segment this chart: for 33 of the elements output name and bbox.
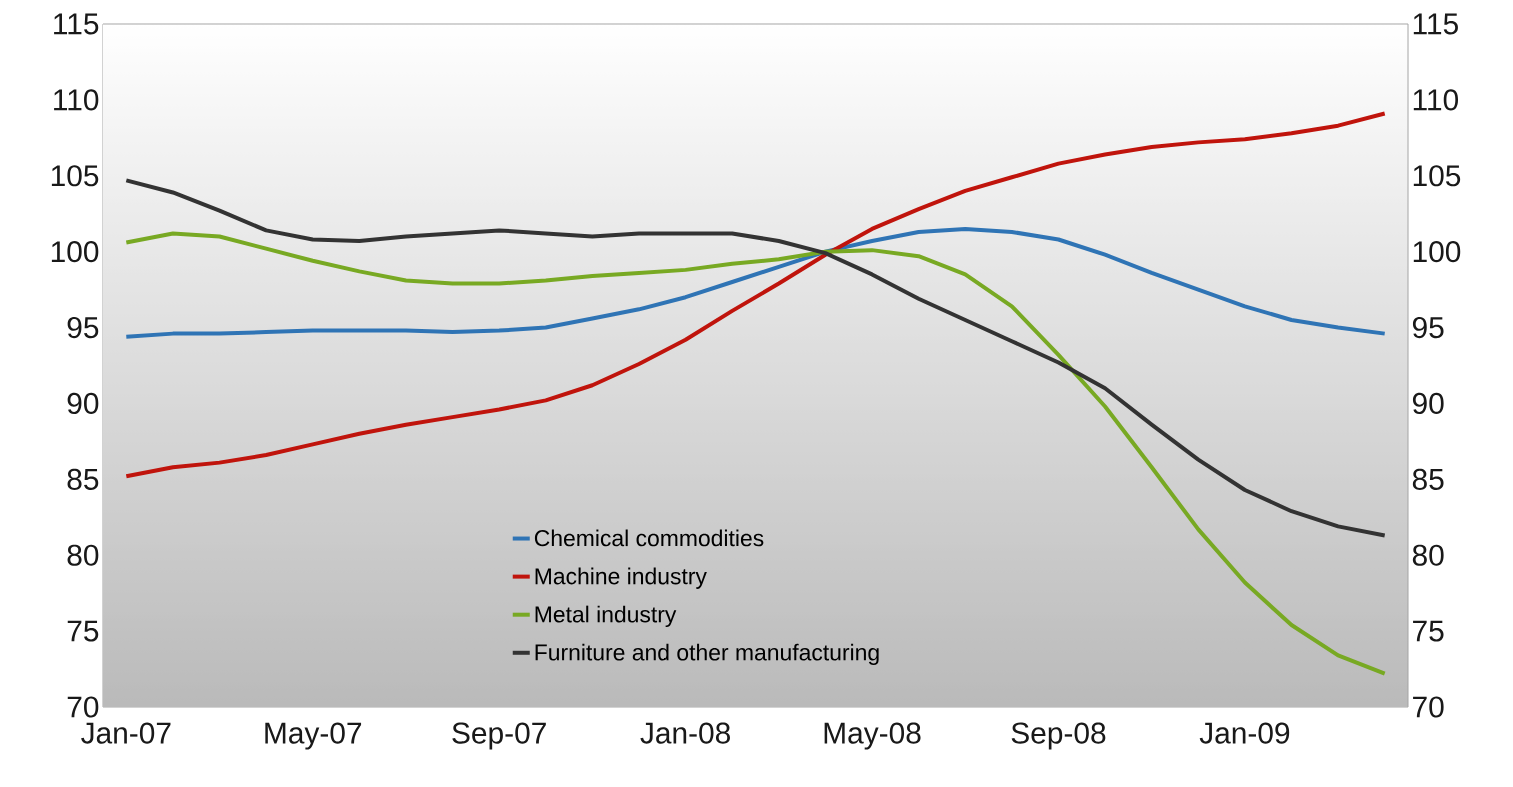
x-tick-label: May-08 (824, 722, 921, 750)
y-tick-label: 95 (67, 316, 99, 339)
x-tick-label: May-07 (265, 722, 362, 750)
y2-tick-label: 105 (1413, 165, 1461, 187)
x-tick-label: Jan-07 (81, 722, 171, 744)
y-tick-label: 100 (51, 241, 99, 263)
y-tick-label: 75 (67, 620, 99, 642)
legend-label: Metal industry (535, 605, 677, 628)
y2-tick-label: 115 (1413, 13, 1458, 35)
y-tick-label: 80 (67, 544, 99, 566)
y-tick-label: 85 (67, 468, 99, 490)
y-tick-label: 110 (54, 89, 99, 111)
y-tick-label: 115 (54, 13, 99, 35)
y2-tick-label: 100 (1413, 241, 1461, 263)
x-tick-label: Jan-08 (640, 722, 730, 744)
y2-tick-label: 80 (1412, 544, 1444, 566)
legend-label: Machine industry (535, 567, 707, 589)
y2-tick-label: 95 (1412, 316, 1444, 339)
x-tick-label: Jan-09 (1199, 722, 1290, 744)
line-series (124, 231, 1387, 676)
legend-label: Chemical commodities (534, 529, 764, 547)
legend-label: Furniture and other manufacturing (535, 643, 879, 666)
line-series (124, 111, 1387, 479)
y-tick-label: 105 (51, 165, 99, 187)
y-tick-label: 90 (67, 392, 99, 415)
y2-tick-label: 75 (1413, 620, 1444, 642)
x-tick-label: Sep-08 (1011, 722, 1106, 750)
x-tick-label: Sep-07 (452, 722, 546, 750)
y-tick-label: 70 (67, 696, 99, 718)
y2-tick-label: 90 (1412, 392, 1444, 415)
y2-tick-label: 110 (1413, 89, 1459, 111)
y2-tick-label: 70 (1413, 696, 1444, 718)
y2-tick-label: 85 (1412, 468, 1444, 490)
